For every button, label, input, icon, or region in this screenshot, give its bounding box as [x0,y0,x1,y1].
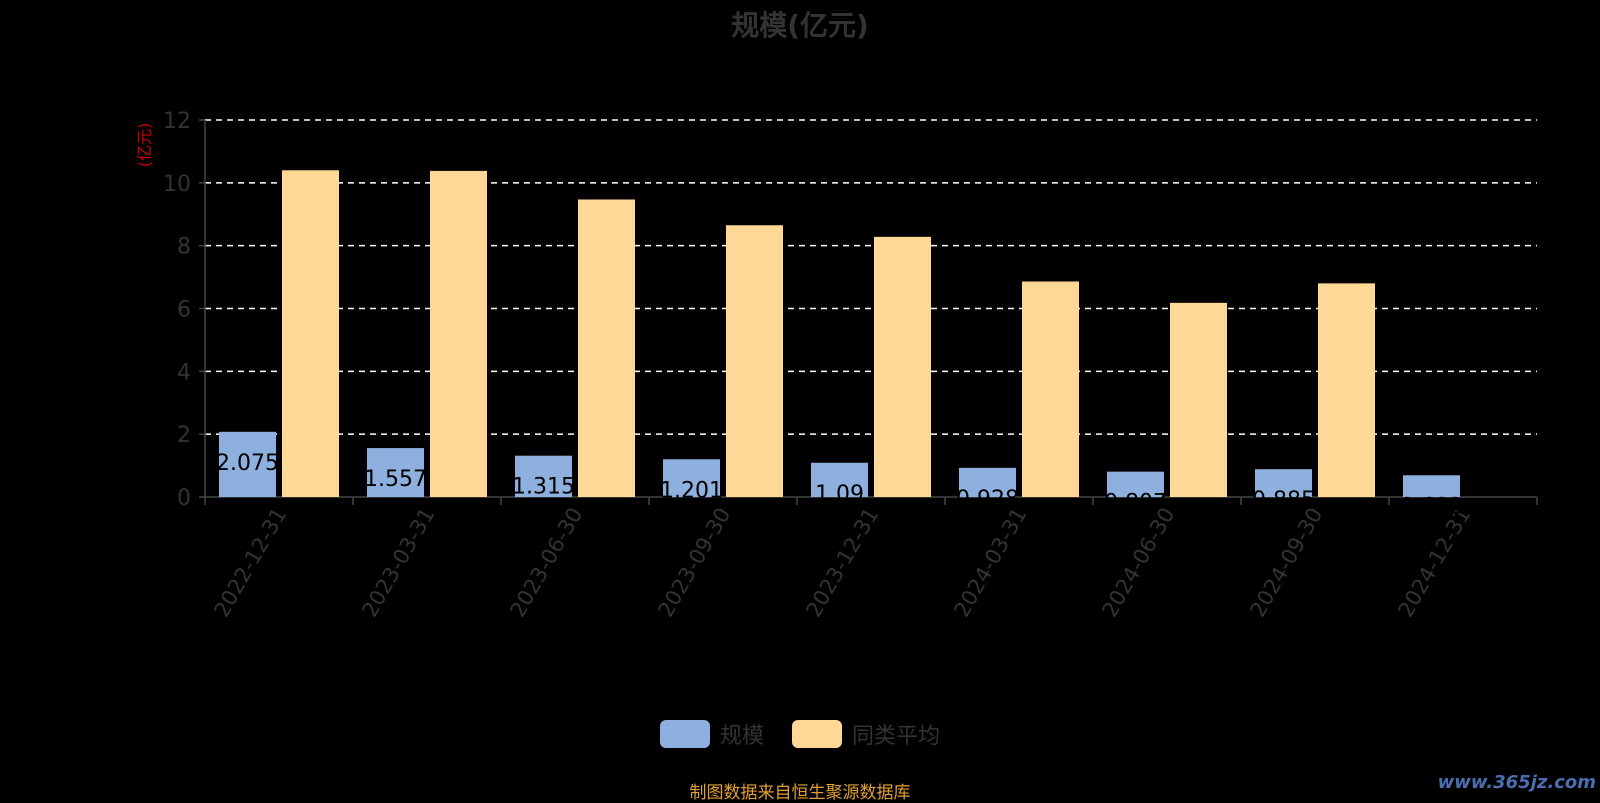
data-label: 0.807 [1104,491,1167,516]
data-label: 0.928 [956,487,1019,512]
x-tick-label: 2024-06-30 [1098,504,1180,622]
bar-scale [219,431,276,497]
legend-item-scale[interactable]: 规模 [659,718,764,750]
legend-label-scale: 规模 [719,724,764,749]
grid-lines [205,119,1537,435]
legend-swatch-peer-average [792,720,842,748]
y-tick-label: 12 [163,109,191,134]
bar-peer-average [726,225,783,497]
bar-scale [1403,475,1460,497]
x-tick-label: 2024-09-30 [1246,504,1328,622]
bar-scale [1255,469,1312,497]
bar-peer-average [1318,283,1375,497]
y-tick-label: 2 [177,423,191,448]
bar-peer-average [578,199,635,497]
data-label: 0.885 [1252,488,1315,513]
bar-scale [811,462,868,497]
y-axis-label: (亿元) [135,123,154,168]
x-tick-label: 2022-12-31 [210,504,292,622]
bar-peer-average [874,236,931,497]
bar-scale [515,455,572,497]
x-tick-label: 2023-03-31 [358,504,440,622]
chart-title: 规模(亿元) [731,9,869,42]
legend: 规模 同类平均 [0,718,1600,750]
y-tick-label: 6 [177,298,191,323]
bar-scale [367,448,424,497]
legend-swatch-scale [659,720,710,748]
x-tick-label: 2023-06-30 [506,504,588,622]
x-tick-label: 2023-09-30 [654,504,736,622]
bar-scale [959,467,1016,497]
data-source-note: 制图数据来自恒生聚源数据库 [689,783,911,803]
x-tick-label: 2024-03-31 [950,504,1032,622]
bar-peer-average [1022,281,1079,497]
x-tick-label: 2023-12-31 [802,504,884,622]
y-tick-label: 4 [177,360,191,385]
labels: 2.075 1.557 1.315 1.201 1.09 0.928 0.807 0.885 0… [216,451,1463,519]
watermark: www.365jz.com [1437,772,1596,793]
bar-peer-average [430,170,487,497]
data-label: 1.557 [364,467,427,492]
legend-item-peer-average[interactable]: 同类平均 [792,718,940,750]
y-tick-label: 0 [177,486,191,511]
legend-label-peer-average: 同类平均 [852,724,941,749]
data-label: 1.09 [815,482,864,507]
y-tick-label: 10 [163,172,191,197]
bar-scale [1107,471,1164,497]
bars [219,170,1460,497]
bar-peer-average [282,170,339,497]
data-label: 2.075 [216,451,279,476]
data-label: 0.692 [1400,494,1463,519]
bar-scale [663,459,720,497]
data-label: 1.315 [512,475,575,500]
y-tick-label: 8 [177,235,191,260]
bar-peer-average [1170,302,1227,497]
x-tick-label: 2024-12-31 [1394,504,1476,622]
data-label: 1.201 [660,478,723,503]
